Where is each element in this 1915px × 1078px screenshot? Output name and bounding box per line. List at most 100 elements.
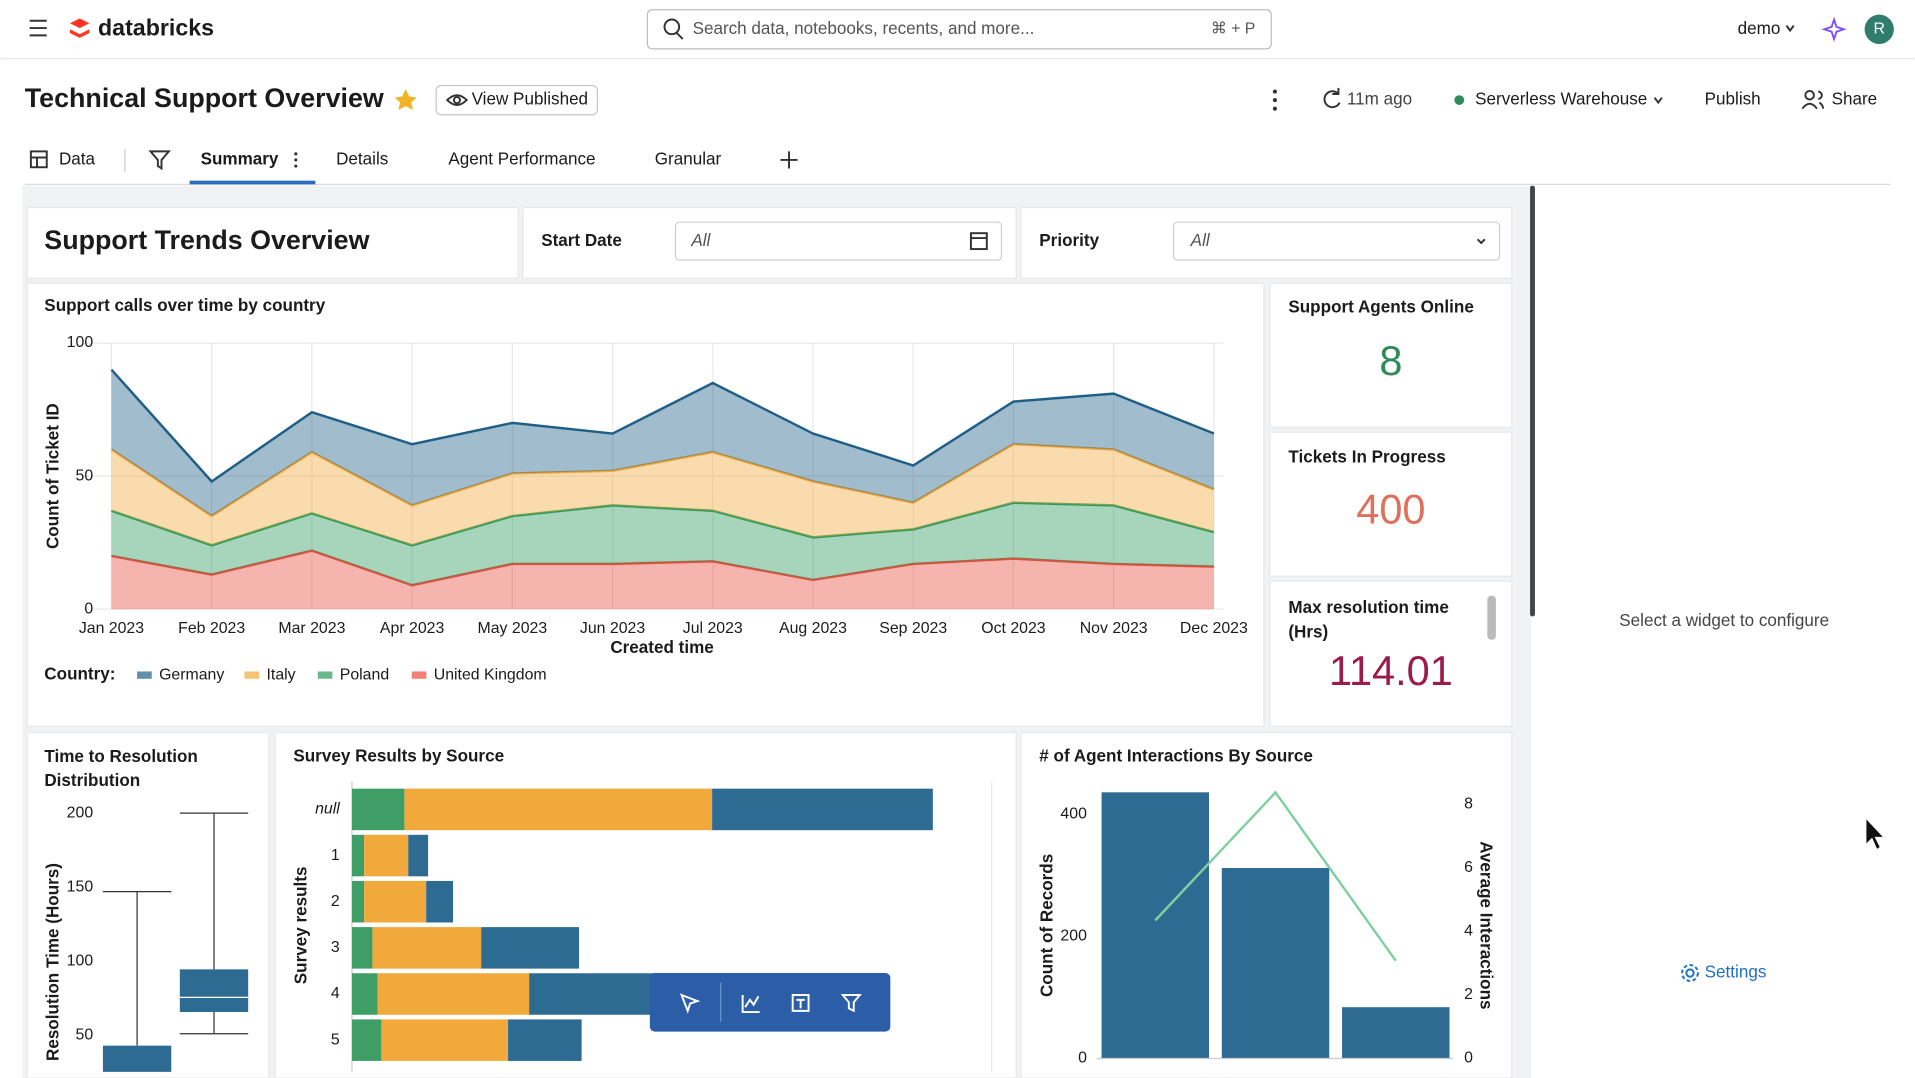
scrollbar[interactable] [1530, 185, 1535, 617]
y2-tick-label: 2 [1464, 986, 1473, 1003]
warehouse-selector[interactable]: Serverless Warehouse [1475, 90, 1647, 109]
box [179, 969, 249, 1013]
favorite-star[interactable] [394, 89, 417, 110]
filter-icon[interactable] [148, 150, 171, 171]
y-tick-label: null [315, 801, 340, 818]
date-input[interactable] [674, 221, 1003, 261]
x-tick-label: Jan 2023 [79, 620, 144, 637]
x-tick-label: Sep 2023 [879, 620, 947, 637]
legend-swatch [244, 671, 260, 679]
area [111, 550, 1214, 610]
settings-icon [1681, 964, 1699, 982]
y-tick-label: 50 [76, 1026, 94, 1043]
y-tick-label: 200 [67, 804, 94, 821]
tab-active[interactable]: Summary [201, 149, 279, 168]
bar-segment [351, 788, 405, 831]
add-chart-tool[interactable] [741, 994, 760, 1014]
x-tick-label: Feb 2023 [178, 620, 245, 637]
bar-segment [408, 834, 429, 877]
chart-title: # of Agent Interactions By Source [1039, 746, 1313, 765]
x-tick-label: Apr 2023 [380, 620, 445, 637]
bar-segment [508, 1019, 582, 1061]
area-line [110, 368, 1215, 484]
y-tick-label: 4 [331, 985, 340, 1002]
tab[interactable]: Agent Performance [448, 149, 595, 168]
bar-segment [351, 927, 373, 969]
tab-menu[interactable] [294, 152, 298, 168]
y-tick-label: 0 [84, 600, 93, 617]
select-tool[interactable] [679, 993, 701, 1014]
add-filter-tool[interactable] [840, 994, 862, 1013]
y-tick-label: 150 [67, 878, 94, 895]
refreshed-time: 11m ago [1347, 90, 1412, 109]
counter-value: 400 [1356, 486, 1425, 533]
user-menu[interactable]: demo [1738, 19, 1781, 38]
y-axis-label: Resolution Time (Hours) [44, 863, 63, 1061]
search-icon [663, 18, 684, 40]
scrollbar[interactable] [1487, 595, 1496, 640]
y2-tick-label: 0 [1464, 1050, 1473, 1067]
chevron [1653, 97, 1663, 105]
bar-segment [351, 834, 365, 877]
counter-value: 114.01 [1329, 647, 1453, 694]
kebab-menu[interactable] [1272, 89, 1277, 111]
bar-segment [481, 927, 580, 969]
y2-axis-label: Average Interactions [1476, 841, 1495, 1009]
x-tick-label: Mar 2023 [278, 620, 345, 637]
y-axis-label: Survey results [291, 867, 310, 985]
priority-select[interactable] [1172, 221, 1501, 261]
y-axis-label: Count of Ticket ID [44, 403, 63, 549]
plots: Jan 2023 Feb 2023 Mar 2023 Apr 2023 May 2023… [67, 334, 1473, 1072]
bar-segment [529, 973, 660, 1015]
y-tick-label: 3 [331, 939, 340, 956]
menu-icon[interactable] [29, 19, 47, 37]
bar-segment [351, 973, 378, 1015]
tab[interactable]: Details [336, 149, 388, 168]
tab[interactable]: Granular [655, 149, 722, 168]
bar [1101, 792, 1209, 1059]
y-tick-label: 400 [1060, 805, 1087, 822]
brand[interactable]: databricks [98, 14, 214, 40]
y-axis-label: Count of Records [1037, 854, 1056, 997]
x-tick-label: Aug 2023 [779, 620, 847, 637]
chevron [1476, 238, 1486, 245]
tab[interactable]: Data [59, 149, 96, 168]
bar-segment [364, 880, 427, 923]
publish-button[interactable]: Publish [1705, 90, 1761, 109]
y2-tick-label: 4 [1464, 923, 1473, 940]
counter-title-text: Max resolution time (Hrs) [1288, 596, 1449, 641]
search-box[interactable] [646, 9, 1272, 50]
x-tick-label: Jul 2023 [683, 620, 743, 637]
view-published-label: View Published [472, 90, 588, 109]
bar-segment [351, 880, 365, 923]
legend-label: Poland [340, 666, 389, 683]
bar-segment [426, 880, 454, 923]
settings-link[interactable]: Settings [1705, 963, 1767, 982]
add-text-tool[interactable] [791, 994, 810, 1012]
config-panel [1536, 185, 1915, 1078]
add-tab[interactable] [780, 151, 798, 169]
legend-title: Country: [44, 665, 115, 684]
legend-swatch [137, 671, 152, 679]
assistant-icon[interactable] [1821, 16, 1847, 42]
avatar[interactable] [1864, 14, 1894, 44]
legend-label: Italy [267, 666, 296, 683]
y-tick-label: 100 [67, 952, 94, 969]
counter-title: Support Agents Online [1288, 296, 1474, 317]
refresh-icon[interactable] [1323, 87, 1341, 109]
y-tick-label: 1 [331, 847, 340, 864]
logo[interactable] [69, 18, 90, 38]
chart-title: Support calls over time by country [44, 296, 325, 315]
search-placeholder: Search data, notebooks, recents, and mor… [693, 19, 1035, 38]
share-icon [1801, 89, 1825, 110]
area-line [111, 549, 1214, 587]
chevron [1785, 25, 1795, 33]
bar-segment [372, 927, 482, 969]
counter-title: Max resolution time (Hrs) [1288, 596, 1449, 641]
area-line [110, 442, 1215, 518]
view-published-button[interactable] [435, 84, 598, 116]
share-button[interactable]: Share [1832, 90, 1878, 109]
chart-title-text: Time to Resolution Distribution [44, 745, 198, 790]
counter-title-text: Support Agents Online [1288, 296, 1474, 317]
